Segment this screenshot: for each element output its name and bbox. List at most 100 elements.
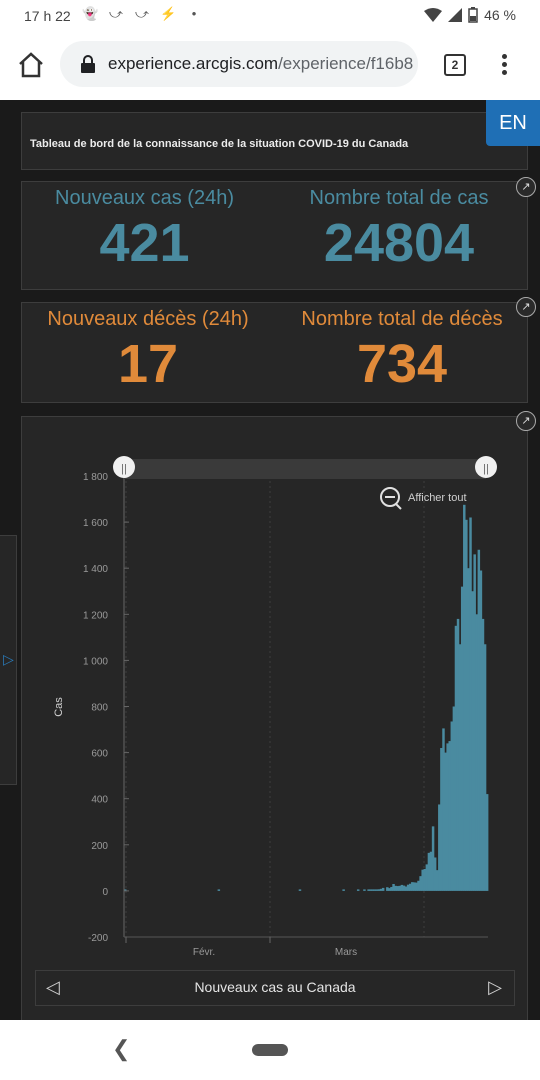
chart-bar[interactable]	[388, 888, 391, 891]
chart-bar[interactable]	[471, 591, 474, 891]
chart-bar[interactable]	[427, 852, 431, 891]
chart-bar[interactable]	[400, 884, 404, 891]
chart-bar[interactable]	[396, 886, 399, 891]
chart-bar[interactable]	[431, 826, 435, 891]
chart-bar[interactable]	[217, 889, 221, 891]
expand-chart-icon[interactable]: ↗	[516, 411, 536, 431]
chart-bar[interactable]	[481, 618, 485, 891]
address-bar[interactable]: experience.arcgis.com/experience/f16b8	[60, 41, 418, 87]
next-chart-icon[interactable]: ▷	[488, 977, 502, 997]
chart-bar[interactable]	[415, 882, 418, 891]
chart-bar[interactable]	[421, 869, 424, 891]
notification-icons: 👻 ⤻ ⤻ ⚡ •	[82, 6, 202, 22]
chart-bar[interactable]	[377, 889, 381, 891]
battery-percent: 46 %	[484, 7, 516, 23]
chart-bar[interactable]	[367, 889, 370, 891]
chart-bar[interactable]	[477, 549, 481, 891]
chart-bar[interactable]	[454, 625, 458, 891]
chart-bar[interactable]	[406, 884, 410, 891]
language-button[interactable]: EN	[486, 100, 540, 146]
y-tick-label: 400	[91, 795, 108, 806]
new-deaths-stat: Nouveaux décès (24h) 17	[22, 308, 274, 393]
svg-text:||: ||	[121, 463, 127, 475]
chart-bar[interactable]	[448, 741, 451, 891]
total-deaths-value: 734	[356, 334, 448, 394]
new-cases-label: Nouveaux cas (24h)	[55, 187, 234, 209]
dashboard-title: Tableau de bord de la connaissance de la…	[30, 138, 409, 150]
chart-bar[interactable]	[460, 586, 464, 891]
chart-bar[interactable]	[392, 883, 395, 891]
chart-bar[interactable]	[483, 644, 487, 891]
chart-bar[interactable]	[404, 886, 408, 891]
chart-bar[interactable]	[446, 743, 449, 891]
chart-bar[interactable]	[485, 794, 489, 891]
chart-bar[interactable]	[394, 885, 397, 891]
expand-cases-icon[interactable]: ↗	[516, 177, 536, 197]
chart-bar[interactable]	[429, 851, 433, 891]
chart-bar[interactable]	[479, 570, 483, 891]
overflow-menu-icon[interactable]	[496, 52, 512, 78]
chart-bar[interactable]	[298, 889, 302, 891]
chart-axes: 1 800 1 600 1 400 1 200 1 000 800 600 400 200 0 -2…	[83, 472, 488, 958]
chart-bar[interactable]	[375, 889, 379, 891]
chart-bar[interactable]	[475, 614, 478, 891]
y-tick-label: -200	[88, 933, 108, 944]
home-pill-button[interactable]	[252, 1044, 288, 1056]
chart-bar[interactable]	[467, 568, 470, 891]
chart-bar[interactable]	[440, 747, 443, 891]
new-cases-stat: Nouveaux cas (24h) 421	[22, 187, 267, 272]
chart-bar[interactable]	[413, 882, 416, 891]
chart-bar[interactable]	[458, 644, 462, 891]
chart-bar[interactable]	[456, 618, 460, 891]
chart-bar[interactable]	[371, 889, 374, 891]
chart-bar[interactable]	[124, 889, 127, 891]
chart-bar[interactable]	[379, 888, 383, 891]
chart-bar[interactable]	[419, 876, 422, 891]
chart-bar[interactable]	[438, 804, 441, 891]
chart-bar[interactable]	[423, 869, 426, 891]
chart-bar[interactable]	[473, 554, 476, 891]
new-deaths-label: Nouveaux décès (24h)	[47, 308, 249, 330]
zoom-handle-right[interactable]	[475, 456, 497, 478]
chart-bar[interactable]	[444, 752, 447, 891]
zoom-out-icon	[380, 487, 400, 507]
chart-bar[interactable]	[363, 889, 366, 891]
chart-bar[interactable]	[469, 517, 472, 891]
total-cases-value: 24804	[323, 213, 475, 273]
chart-bar[interactable]	[373, 889, 377, 891]
chart-bar[interactable]	[390, 886, 393, 891]
y-tick-label: 200	[91, 841, 108, 852]
status-right: 46 %	[424, 7, 516, 23]
chart-bar[interactable]	[433, 857, 437, 891]
side-panel-toggle[interactable]: ▷	[0, 535, 17, 785]
expand-deaths-icon[interactable]: ↗	[516, 297, 536, 317]
home-icon[interactable]	[16, 50, 46, 80]
back-icon[interactable]: ❮	[112, 1036, 131, 1061]
tab-switcher-button[interactable]: 2	[444, 54, 466, 76]
total-cases-label: Nombre total de cas	[309, 187, 489, 209]
chart-bar[interactable]	[452, 706, 456, 891]
chart-bar[interactable]	[411, 882, 414, 891]
chart-bar[interactable]	[342, 889, 345, 891]
chart-bar[interactable]	[381, 887, 385, 891]
chart-bar[interactable]	[425, 864, 429, 891]
zoom-handle-left[interactable]	[113, 456, 135, 478]
zoom-range-track[interactable]	[124, 459, 486, 479]
chart-bar[interactable]	[463, 504, 466, 891]
chart-bar[interactable]	[402, 885, 406, 891]
chart-bar[interactable]	[436, 870, 439, 891]
url-host: experience.arcgis.com	[108, 54, 279, 73]
chart-bar[interactable]	[417, 880, 420, 891]
chart-bar[interactable]	[356, 889, 360, 891]
chart-bar[interactable]	[398, 885, 402, 891]
chart-bar[interactable]	[369, 889, 372, 891]
chart-bar[interactable]	[465, 519, 468, 891]
reset-zoom-button[interactable]: Afficher tout	[380, 487, 467, 510]
previous-chart-icon[interactable]: ◁	[46, 977, 60, 997]
chart-bar[interactable]	[386, 887, 389, 891]
chart-bar[interactable]	[450, 721, 454, 891]
chart-bar[interactable]	[442, 728, 445, 891]
total-cases-stat: Nombre total de cas 24804	[274, 187, 524, 272]
chart-bar[interactable]	[408, 883, 412, 891]
cases-panel: Nouveaux cas (24h) 421 Nombre total de c…	[21, 181, 528, 290]
